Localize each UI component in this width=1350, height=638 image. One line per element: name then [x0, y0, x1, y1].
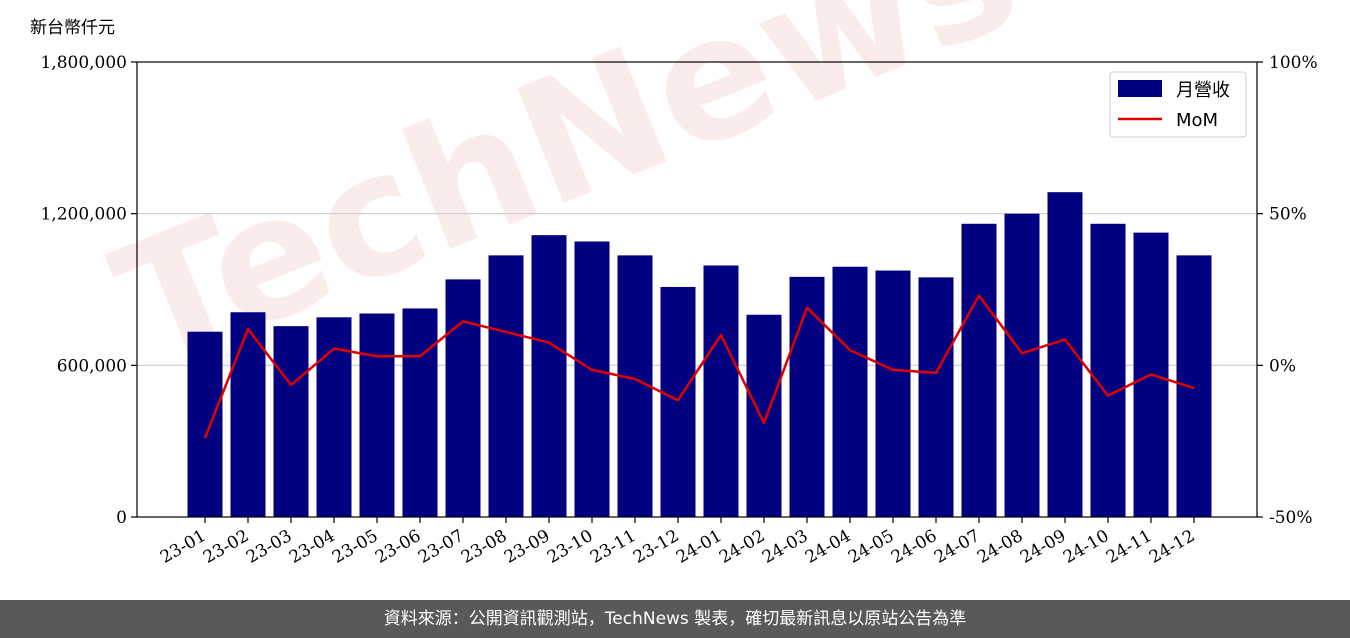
- x-tick-label: 23-06: [372, 526, 424, 568]
- bar-24-04: [832, 266, 868, 517]
- legend-label-mom: MoM: [1176, 110, 1218, 131]
- right-tick-label: 0%: [1269, 356, 1296, 376]
- legend-swatch-revenue: [1118, 80, 1162, 97]
- bar-23-12: [660, 286, 696, 517]
- right-axis: -50% 0% 50% 100%: [1257, 53, 1318, 528]
- source-footer: 資料來源：公開資訊觀測站，TechNews 製表，確切最新訊息以原站公告為準: [0, 600, 1350, 638]
- right-tick-label: 100%: [1269, 53, 1318, 73]
- revenue-chart: TechNews 新台幣仟元 0600,0001,200,0001,800,00…: [30, 0, 1318, 568]
- right-tick-label: -50%: [1269, 508, 1313, 528]
- bar-23-07: [445, 279, 481, 517]
- x-tick-label: 24-05: [845, 526, 897, 568]
- x-tick-label: 24-12: [1146, 526, 1198, 568]
- bar-23-08: [488, 255, 524, 517]
- x-tick-label: 23-09: [501, 526, 553, 568]
- x-tick-label: 23-02: [200, 526, 252, 568]
- bar-24-06: [918, 277, 954, 517]
- x-tick-label: 23-08: [458, 526, 510, 568]
- x-tick-label: 23-10: [544, 526, 596, 568]
- x-tick-label: 23-07: [415, 526, 467, 568]
- plot-frame: [136, 61, 1258, 518]
- x-tick-label: 23-05: [329, 526, 381, 568]
- legend-label-revenue: 月營收: [1176, 80, 1230, 101]
- bar-23-04: [316, 317, 352, 517]
- bar-24-07: [961, 223, 997, 517]
- bar-23-02: [230, 312, 266, 517]
- bar-series: [187, 192, 1212, 518]
- bar-23-05: [359, 313, 395, 517]
- x-tick-label: 24-08: [974, 526, 1026, 568]
- bar-23-10: [574, 241, 610, 517]
- mom-line: [203, 294, 1195, 439]
- bar-23-03: [273, 326, 309, 517]
- bar-23-01: [187, 331, 223, 517]
- bar-24-05: [875, 270, 911, 517]
- bar-24-02: [746, 314, 782, 517]
- left-axis: 0 600,000 1,200,000 1,800,000: [40, 53, 137, 528]
- bar-24-01: [703, 265, 739, 517]
- y-axis-unit-label: 新台幣仟元: [30, 18, 115, 38]
- x-tick-label: 24-10: [1060, 526, 1112, 568]
- x-tick-label: 23-04: [286, 526, 338, 568]
- right-tick-label: 50%: [1269, 205, 1307, 225]
- x-tick-label: 23-11: [587, 526, 639, 568]
- bar-23-06: [402, 308, 438, 517]
- left-tick-label: 1,200,000: [40, 205, 127, 225]
- bar-24-08: [1004, 213, 1040, 517]
- x-axis: 23-0123-0223-0323-0423-0523-0623-0723-08…: [157, 517, 1199, 568]
- bar-24-03: [789, 276, 825, 517]
- x-tick-label: 24-03: [759, 526, 811, 568]
- x-tick-label: 24-07: [931, 526, 983, 568]
- x-tick-label: 24-04: [802, 526, 854, 568]
- bar-23-09: [531, 235, 567, 517]
- legend: 月營收 MoM: [1109, 71, 1247, 138]
- x-tick-label: 24-09: [1017, 526, 1069, 568]
- left-tick-label: 0: [116, 508, 127, 528]
- bar-24-12: [1176, 255, 1212, 517]
- x-tick-label: 23-12: [630, 526, 682, 568]
- x-tick-label: 23-03: [243, 526, 295, 568]
- bar-24-10: [1090, 223, 1126, 517]
- x-tick-label: 23-01: [157, 526, 209, 568]
- left-tick-label: 600,000: [57, 356, 127, 376]
- bar-23-11: [617, 255, 653, 517]
- x-tick-label: 24-11: [1103, 526, 1155, 568]
- left-tick-label: 1,800,000: [40, 53, 127, 73]
- x-tick-label: 24-06: [888, 526, 940, 568]
- x-tick-label: 24-02: [716, 526, 768, 568]
- x-tick-label: 24-01: [673, 526, 725, 568]
